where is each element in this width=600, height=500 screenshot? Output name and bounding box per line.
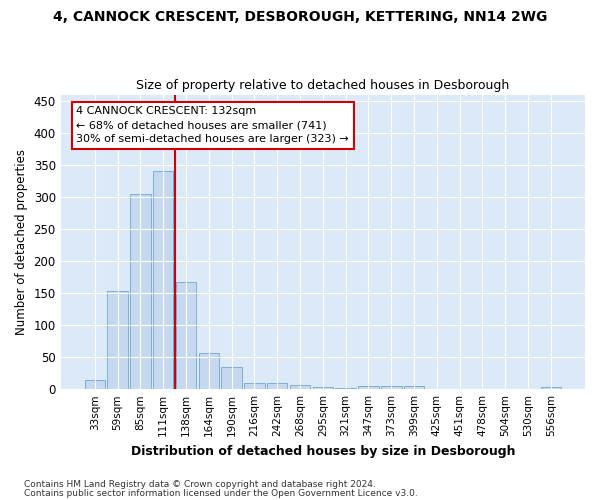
Bar — [404, 386, 424, 389]
Bar — [290, 386, 310, 389]
Bar — [221, 368, 242, 389]
Bar — [176, 282, 196, 389]
Bar — [107, 291, 128, 389]
Bar — [130, 194, 151, 389]
Bar — [541, 386, 561, 389]
Bar — [244, 383, 265, 389]
Y-axis label: Number of detached properties: Number of detached properties — [15, 149, 28, 335]
Bar — [153, 172, 173, 389]
Text: 4, CANNOCK CRESCENT, DESBOROUGH, KETTERING, NN14 2WG: 4, CANNOCK CRESCENT, DESBOROUGH, KETTERI… — [53, 10, 547, 24]
Bar — [381, 386, 401, 389]
Bar — [335, 388, 356, 389]
Title: Size of property relative to detached houses in Desborough: Size of property relative to detached ho… — [136, 79, 509, 92]
Bar — [313, 388, 333, 389]
Bar — [267, 384, 287, 389]
Text: 4 CANNOCK CRESCENT: 132sqm
← 68% of detached houses are smaller (741)
30% of sem: 4 CANNOCK CRESCENT: 132sqm ← 68% of deta… — [76, 106, 349, 144]
Text: Contains HM Land Registry data © Crown copyright and database right 2024.: Contains HM Land Registry data © Crown c… — [24, 480, 376, 489]
Bar — [85, 380, 105, 389]
Bar — [358, 386, 379, 389]
X-axis label: Distribution of detached houses by size in Desborough: Distribution of detached houses by size … — [131, 444, 515, 458]
Bar — [199, 352, 219, 389]
Text: Contains public sector information licensed under the Open Government Licence v3: Contains public sector information licen… — [24, 488, 418, 498]
